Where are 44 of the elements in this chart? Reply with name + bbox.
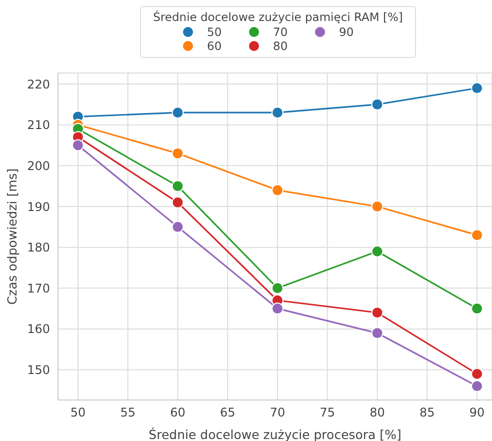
x-tick-label: 55: [120, 406, 136, 420]
point: [271, 106, 284, 119]
point: [172, 106, 184, 119]
y-tick-label: 190: [27, 200, 50, 214]
point: [72, 139, 84, 152]
y-tick-label: 200: [27, 158, 50, 173]
legend-label: 60: [207, 39, 222, 53]
x-tick-label: 90: [469, 406, 485, 420]
point: [471, 368, 484, 380]
point: [371, 327, 384, 340]
legend-label: 80: [273, 39, 288, 53]
point: [471, 82, 484, 94]
point: [371, 245, 384, 258]
point: [172, 180, 184, 192]
legend-label: 70: [273, 25, 288, 39]
legend-label: 50: [207, 25, 222, 39]
y-tick-label: 170: [27, 281, 50, 296]
x-tick-label: 65: [220, 406, 236, 420]
point: [471, 302, 484, 315]
x-tick-label: 75: [320, 406, 336, 420]
point: [371, 306, 384, 319]
point: [172, 196, 184, 208]
point: [471, 380, 484, 392]
y-tick-label: 160: [27, 322, 50, 336]
point: [172, 147, 184, 160]
x-tick-label: 85: [420, 406, 435, 420]
point: [371, 200, 384, 212]
legend-label: 90: [339, 25, 354, 39]
point: [471, 229, 484, 242]
legend-title: Średnie docelowe zużycie pamięci RAM [%]: [152, 10, 404, 24]
point: [271, 302, 284, 315]
point: [271, 184, 284, 196]
point: [172, 220, 184, 233]
point: [271, 282, 284, 294]
point: [371, 98, 384, 110]
y-tick-label: 150: [27, 363, 50, 378]
x-tick-label: 60: [170, 406, 186, 420]
x-tick-label: 50: [70, 406, 86, 420]
x-tick-label: 70: [270, 406, 286, 420]
x-tick-label: 80: [370, 406, 385, 420]
y-tick-label: 180: [27, 240, 50, 255]
y-tick-label: 210: [27, 118, 50, 132]
y-axis-title: Czas odpowiedzi [ms]: [4, 168, 20, 305]
y-tick-label: 220: [27, 77, 50, 92]
